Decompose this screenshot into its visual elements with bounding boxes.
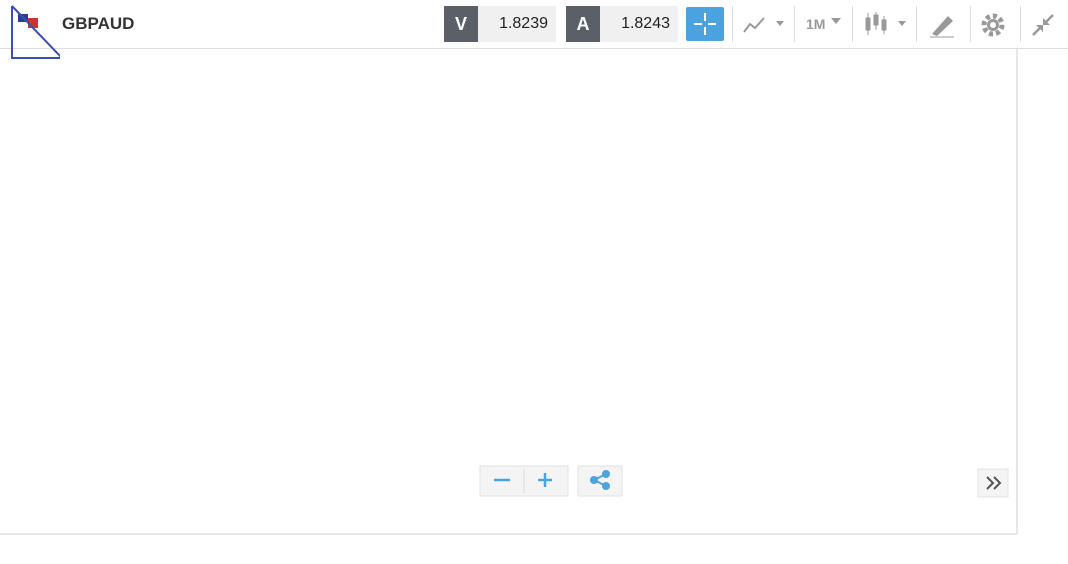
timeframe-button[interactable]: 1M [806,16,826,32]
draw-button[interactable] [928,12,956,38]
chart [0,49,1018,535]
symbol: GBPAUD [62,14,135,33]
crosshair-icon [694,13,716,35]
chart-type-button[interactable] [742,12,788,36]
timeframe-caret [831,18,841,24]
zoom-in-button[interactable] [538,473,552,487]
share-icon [590,470,610,490]
ask-price[interactable]: 1.8243 [600,6,678,42]
collapse-button[interactable] [1030,12,1056,38]
ask-label: A [566,6,600,42]
settings-button[interactable] [980,12,1006,38]
share-button[interactable] [577,465,623,497]
candle-type-button[interactable] [862,10,912,38]
symbol-icon [11,5,60,59]
zoom-controls [479,465,1009,498]
toolbar: GBPAUD V 1.8239 A 1.8243 1M [0,0,1068,59]
bid-price[interactable]: 1.8239 [478,6,556,42]
crosshair-button[interactable] [686,7,724,41]
bid-label: V [444,6,478,42]
